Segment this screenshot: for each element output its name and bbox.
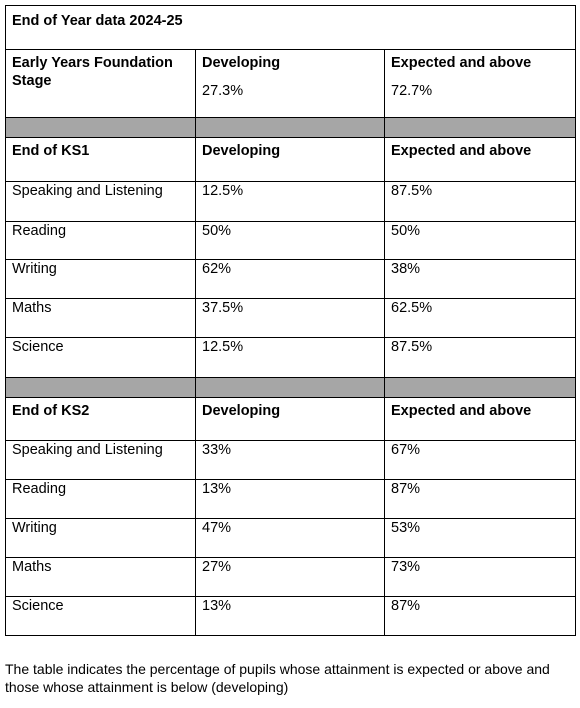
ks2-developing-header: Developing [195, 397, 385, 441]
eyfs-developing-header: Developing [202, 55, 281, 71]
subject-cell: Science [5, 596, 196, 636]
ks2-label: End of KS2 [5, 397, 196, 441]
expected-cell: 87% [384, 596, 576, 636]
table-row: Maths 27% 73% [5, 557, 576, 597]
ks1-header-row: End of KS1 Developing Expected and above [5, 137, 576, 182]
subject-cell: Science [5, 337, 196, 378]
developing-cell: 27% [195, 557, 385, 597]
eyfs-developing-cell: Developing 27.3% [195, 49, 385, 118]
expected-cell: 53% [384, 518, 576, 558]
developing-cell: 13% [195, 596, 385, 636]
table-row: Science 13% 87% [5, 596, 576, 636]
expected-cell: 73% [384, 557, 576, 597]
subject-cell: Reading [5, 221, 196, 260]
developing-cell: 50% [195, 221, 385, 260]
separator-row [5, 377, 576, 398]
subject-cell: Writing [5, 259, 196, 299]
expected-cell: 87.5% [384, 337, 576, 378]
table-row: Writing 62% 38% [5, 259, 576, 299]
developing-cell: 13% [195, 479, 385, 519]
title-row: End of Year data 2024-25 [5, 5, 576, 50]
developing-cell: 12.5% [195, 337, 385, 378]
developing-cell: 37.5% [195, 298, 385, 338]
footer-note: The table indicates the percentage of pu… [5, 661, 550, 695]
subject-cell: Speaking and Listening [5, 440, 196, 480]
ks2-header-row: End of KS2 Developing Expected and above [5, 397, 576, 441]
table-row: Speaking and Listening 12.5% 87.5% [5, 181, 576, 222]
eyfs-expected-value: 72.7% [391, 83, 433, 99]
expected-cell: 87% [384, 479, 576, 519]
expected-cell: 50% [384, 221, 576, 260]
ks1-developing-header: Developing [195, 137, 385, 182]
eyfs-row: Early Years Foundation Stage Developing … [5, 49, 576, 118]
table-title: End of Year data 2024-25 [5, 5, 576, 50]
developing-cell: 33% [195, 440, 385, 480]
eyfs-expected-cell: Expected and above 72.7% [384, 49, 576, 118]
table-row: Reading 13% 87% [5, 479, 576, 519]
table-row: Reading 50% 50% [5, 221, 576, 260]
developing-cell: 12.5% [195, 181, 385, 222]
expected-cell: 62.5% [384, 298, 576, 338]
expected-cell: 87.5% [384, 181, 576, 222]
expected-cell: 38% [384, 259, 576, 299]
eyfs-developing-value: 27.3% [202, 83, 244, 99]
ks1-label: End of KS1 [5, 137, 196, 182]
eyfs-label: Early Years Foundation Stage [5, 49, 196, 118]
ks1-expected-header: Expected and above [384, 137, 576, 182]
table-row: Writing 47% 53% [5, 518, 576, 558]
table-row: Maths 37.5% 62.5% [5, 298, 576, 338]
subject-cell: Speaking and Listening [5, 181, 196, 222]
table-row: Speaking and Listening 33% 67% [5, 440, 576, 480]
developing-cell: 47% [195, 518, 385, 558]
subject-cell: Maths [5, 557, 196, 597]
attainment-table: End of Year data 2024-25 Early Years Fou… [5, 5, 576, 636]
separator-row [5, 117, 576, 138]
subject-cell: Maths [5, 298, 196, 338]
subject-cell: Writing [5, 518, 196, 558]
eyfs-expected-header: Expected and above [391, 55, 532, 71]
expected-cell: 67% [384, 440, 576, 480]
table-row: Science 12.5% 87.5% [5, 337, 576, 378]
ks2-expected-header: Expected and above [384, 397, 576, 441]
subject-cell: Reading [5, 479, 196, 519]
developing-cell: 62% [195, 259, 385, 299]
